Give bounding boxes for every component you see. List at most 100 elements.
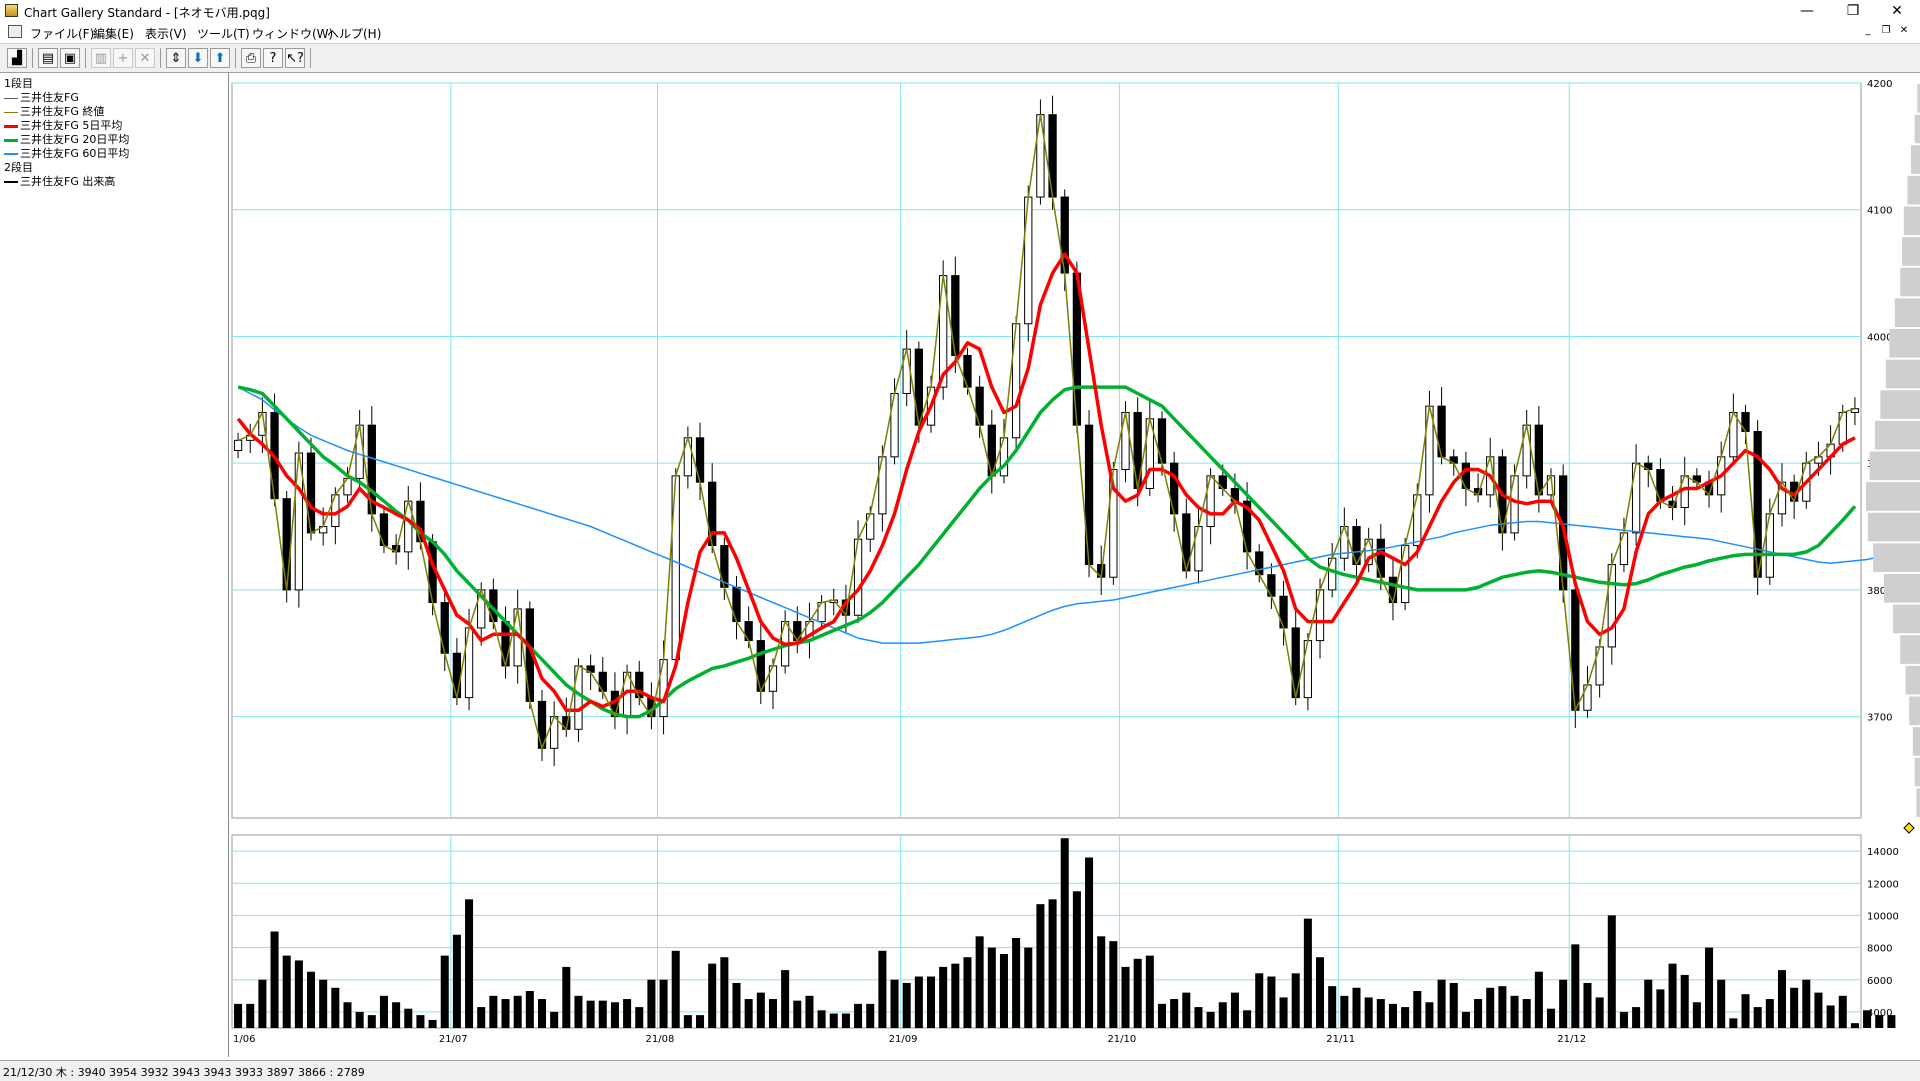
volume-bar xyxy=(1863,1010,1872,1028)
volume-bar xyxy=(1656,989,1665,1028)
volume-bar xyxy=(696,1015,705,1028)
volume-bar xyxy=(416,1015,425,1028)
stock-chart[interactable]: 3700380039004000410042004000600080001000… xyxy=(229,73,1920,1057)
legend-item[interactable]: 三井住友FG 終値 xyxy=(4,103,104,119)
volume-bar xyxy=(1121,966,1130,1028)
maximize-icon[interactable]: ❐ xyxy=(1846,3,1860,19)
volume-bar xyxy=(294,960,303,1028)
volume-profile-bar xyxy=(1869,451,1920,481)
volume-bar xyxy=(1729,1018,1738,1028)
copy-chart-icon[interactable]: ▥ xyxy=(91,48,111,68)
context-help-icon[interactable]: ↖? xyxy=(285,48,305,68)
date-tick-label: 21/08 xyxy=(645,1034,674,1045)
volume-profile-bar xyxy=(1917,84,1920,113)
mdi-close-icon[interactable]: ✕ xyxy=(1899,25,1909,36)
menu-file[interactable]: ファイル(F) xyxy=(30,27,95,41)
price-tick-label: 4100 xyxy=(1867,206,1892,217)
candle-body xyxy=(233,439,243,451)
legend-item[interactable]: 三井住友FG 5日平均 xyxy=(4,117,122,133)
legend-item-label: 三井住友FG xyxy=(20,91,79,104)
status-bar: 21/12/30 木 : 3940 3954 3932 3943 3943 39… xyxy=(0,1060,1920,1081)
legend-swatch xyxy=(4,111,18,113)
price-tick-label: 4200 xyxy=(1867,79,1892,90)
legend-swatch xyxy=(4,181,18,183)
volume-bar xyxy=(331,987,340,1028)
volume-bar xyxy=(1267,976,1276,1028)
menu-view[interactable]: 表示(V) xyxy=(145,27,187,41)
legend-item-label: 三井住友FG 5日平均 xyxy=(20,119,123,132)
volume-tick-label: 8000 xyxy=(1867,944,1892,955)
volume-bar xyxy=(586,1000,595,1028)
volume-bar xyxy=(234,1003,243,1028)
minimize-icon[interactable]: — xyxy=(1800,3,1814,19)
print-icon[interactable]: ⎙ xyxy=(241,48,261,68)
date-tick-label: 1/06 xyxy=(233,1034,255,1045)
volume-bar xyxy=(1194,1007,1203,1028)
volume-bar xyxy=(1425,1002,1434,1028)
volume-bar xyxy=(501,999,510,1028)
volume-bar xyxy=(1802,979,1811,1028)
volume-bar xyxy=(829,1013,838,1028)
volume-bar xyxy=(793,1000,802,1028)
volume-bar xyxy=(1607,915,1616,1028)
legend-item[interactable]: 三井住友FG xyxy=(4,89,79,105)
volume-bar xyxy=(1048,899,1057,1028)
volume-bar xyxy=(1753,1007,1762,1028)
volume-bar xyxy=(1255,973,1264,1028)
volume-profile-bar xyxy=(1902,237,1920,266)
mdi-minimize-icon[interactable]: _ xyxy=(1865,25,1871,36)
volume-tick-label: 10000 xyxy=(1867,911,1899,922)
volume-bar xyxy=(1583,982,1592,1028)
price-tick-label: 3800 xyxy=(1867,586,1892,597)
volume-bar xyxy=(343,1002,352,1028)
volume-bar xyxy=(1777,970,1786,1028)
folder-open-icon[interactable]: ▤ xyxy=(38,48,58,68)
volume-bar xyxy=(1036,904,1045,1028)
volume-bar xyxy=(708,963,717,1028)
scale-icon[interactable]: ⇕ xyxy=(166,48,186,68)
volume-bar xyxy=(1522,999,1531,1028)
volume-bar xyxy=(319,979,328,1028)
chart-new-icon[interactable]: ▟ xyxy=(7,48,27,68)
volume-bar xyxy=(1644,979,1653,1028)
volume-bar xyxy=(1413,991,1422,1028)
title-bar: Chart Gallery Standard - [ネオモバ用.pqg] — ❐… xyxy=(0,0,1920,22)
menu-edit[interactable]: 編集(E) xyxy=(93,27,134,41)
menu-tools[interactable]: ツール(T) xyxy=(197,27,250,41)
volume-bar xyxy=(914,976,923,1028)
date-tick-label: 21/09 xyxy=(889,1034,918,1045)
volume-bar xyxy=(732,982,741,1028)
volume-profile-bar xyxy=(1914,757,1920,787)
date-tick-label: 21/10 xyxy=(1107,1034,1136,1045)
arrow-down-icon[interactable]: ⬇ xyxy=(188,48,208,68)
volume-bar xyxy=(525,991,534,1028)
save-icon[interactable]: ▣ xyxy=(60,48,80,68)
arrow-up-icon[interactable]: ⬆ xyxy=(210,48,230,68)
volume-bar xyxy=(562,966,571,1028)
volume-profile-bar xyxy=(1900,635,1920,664)
legend-item[interactable]: 三井住友FG 60日平均 xyxy=(4,145,129,161)
help-icon[interactable]: ? xyxy=(263,48,283,68)
close-icon[interactable]: ✕ xyxy=(1891,3,1903,19)
volume-tick-label: 4000 xyxy=(1867,1008,1892,1019)
volume-bar xyxy=(1595,997,1604,1028)
candle-body xyxy=(464,627,474,699)
volume-bar xyxy=(1024,947,1033,1028)
mdi-restore-icon[interactable]: ❐ xyxy=(1881,25,1891,36)
volume-bar xyxy=(987,947,996,1028)
menu-help[interactable]: ヘルプ(H) xyxy=(327,27,382,41)
volume-bar xyxy=(1765,999,1774,1028)
menu-window[interactable]: ウィンドウ(W) xyxy=(252,27,334,41)
volume-profile-bar xyxy=(1867,512,1920,542)
volume-bar xyxy=(768,999,777,1028)
legend-item[interactable]: 三井住友FG 出来高 xyxy=(4,173,115,189)
chart-area[interactable]: 3700380039004000410042004000600080001000… xyxy=(229,73,1920,1057)
volume-profile-bar xyxy=(1893,604,1920,634)
delete-x-icon[interactable]: ✕ xyxy=(135,48,155,68)
app-logo-icon xyxy=(5,4,18,17)
volume-bar xyxy=(1571,944,1580,1028)
document-icon[interactable] xyxy=(8,25,22,38)
crosshair-icon[interactable]: + xyxy=(113,48,133,68)
legend-item[interactable]: 三井住友FG 20日平均 xyxy=(4,131,129,147)
legend-item-label: 三井住友FG 20日平均 xyxy=(20,133,130,146)
